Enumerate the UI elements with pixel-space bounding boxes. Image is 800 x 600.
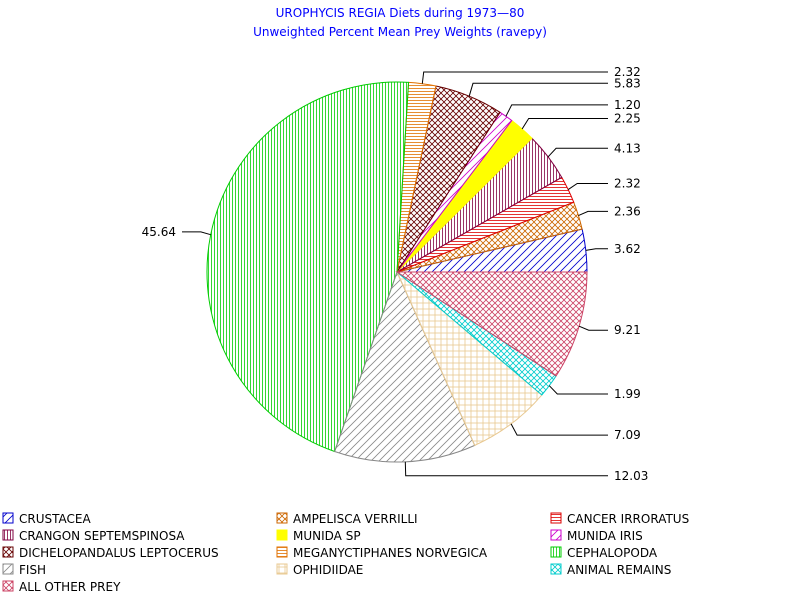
- legend-item-munida-iris: MUNIDA IRIS: [550, 529, 643, 543]
- leader-line-dichelopandalus-leptocerus: [468, 82, 608, 97]
- legend-swatch-crangon-septemspinosa: [2, 529, 14, 541]
- leader-line-munida-iris: [505, 104, 608, 117]
- data-label-animal-remains: 1.99: [614, 387, 641, 401]
- leader-line-ophidiidae: [510, 423, 608, 436]
- data-label-all-other-prey: 9.21: [614, 323, 641, 337]
- legend-item-crustacea: CRUSTACEA: [2, 512, 91, 526]
- legend-swatch-all-other-prey: [2, 580, 14, 592]
- legend-label-crustacea: CRUSTACEA: [19, 512, 91, 526]
- legend-item-ophidiidae: OPHIDIIDAE: [276, 563, 363, 577]
- leader-line-ampelisca-verrilli: [578, 210, 608, 217]
- data-label-dichelopandalus-leptocerus: 5.83: [614, 76, 641, 90]
- legend-swatch-crustacea: [2, 512, 14, 524]
- legend-swatch-ampelisca-verrilli: [276, 512, 288, 524]
- legend-label-animal-remains: ANIMAL REMAINS: [567, 563, 671, 577]
- legend-item-cephalopoda: CEPHALOPODA: [550, 546, 658, 560]
- data-label-fish: 12.03: [614, 469, 648, 483]
- data-label-meganyctiphanes-norvegica: 2.32: [614, 65, 641, 79]
- legend-label-ampelisca-verrilli: AMPELISCA VERRILLI: [293, 512, 418, 526]
- legend-label-crangon-septemspinosa: CRANGON SEPTEMSPINOSA: [19, 529, 185, 543]
- legend-item-meganyctiphanes-norvegica: MEGANYCTIPHANES NORVEGICA: [276, 546, 488, 560]
- data-label-cancer-irroratus: 2.32: [614, 177, 641, 191]
- legend-label-fish: FISH: [19, 563, 46, 577]
- legend-label-cephalopoda: CEPHALOPODA: [567, 546, 658, 560]
- leader-line-fish: [404, 461, 608, 477]
- leader-line-cancer-irroratus: [567, 183, 608, 191]
- legend-item-crangon-septemspinosa: CRANGON SEPTEMSPINOSA: [2, 529, 185, 543]
- chart-title: UROPHYCIS REGIA Diets during 1973—80: [276, 6, 525, 20]
- legend-item-dichelopandalus-leptocerus: DICHELOPANDALUS LEPTOCERUS: [2, 546, 219, 560]
- legend-label-munida-sp: MUNIDA SP: [293, 529, 361, 543]
- data-label-ophidiidae: 7.09: [614, 428, 641, 442]
- pie-slice-fish: [333, 270, 476, 463]
- legend-item-munida-sp: MUNIDA SP: [276, 529, 361, 543]
- legend-swatch-munida-iris: [550, 529, 562, 541]
- data-label-munida-iris: 1.20: [614, 98, 641, 112]
- legend-label-meganyctiphanes-norvegica: MEGANYCTIPHANES NORVEGICA: [293, 546, 488, 560]
- leader-line-crustacea: [585, 248, 608, 251]
- leader-line-animal-remains: [548, 385, 608, 395]
- legend-swatch-munida-sp: [276, 529, 288, 541]
- data-label-crangon-septemspinosa: 4.13: [614, 141, 641, 155]
- legend-item-ampelisca-verrilli: AMPELISCA VERRILLI: [276, 512, 418, 526]
- data-label-ampelisca-verrilli: 2.36: [614, 204, 641, 218]
- legend-label-ophidiidae: OPHIDIIDAE: [293, 563, 363, 577]
- leader-line-crangon-septemspinosa: [547, 147, 608, 158]
- leader-line-meganyctiphanes-norvegica: [421, 71, 608, 84]
- legend-label-munida-iris: MUNIDA IRIS: [567, 529, 643, 543]
- chart-subtitle: Unweighted Percent Mean Prey Weights (ra…: [253, 25, 547, 39]
- legend-swatch-fish: [2, 563, 14, 575]
- legend-swatch-animal-remains: [550, 563, 562, 575]
- legend-label-all-other-prey: ALL OTHER PREY: [19, 580, 121, 594]
- data-label-munida-sp: 2.25: [614, 112, 641, 126]
- legend-item-all-other-prey: ALL OTHER PREY: [2, 580, 121, 594]
- leader-line-munida-sp: [521, 118, 608, 130]
- pie-labels: 3.622.362.324.132.251.205.832.3245.6412.…: [142, 65, 649, 483]
- legend-swatch-meganyctiphanes-norvegica: [276, 546, 288, 558]
- legend: CRUSTACEA AMPELISCA VERRILLI CANCER IRRORA…: [2, 512, 689, 594]
- legend-swatch-ophidiidae: [276, 563, 288, 575]
- data-label-cephalopoda: 45.64: [142, 225, 176, 239]
- legend-label-dichelopandalus-leptocerus: DICHELOPANDALUS LEPTOCERUS: [19, 546, 219, 560]
- data-label-crustacea: 3.62: [614, 242, 641, 256]
- legend-swatch-cephalopoda: [550, 546, 562, 558]
- legend-item-animal-remains: ANIMAL REMAINS: [550, 563, 671, 577]
- legend-swatch-dichelopandalus-leptocerus: [2, 546, 14, 558]
- leader-line-all-other-prey: [578, 325, 608, 331]
- legend-item-fish: FISH: [2, 563, 46, 577]
- legend-item-cancer-irroratus: CANCER IRRORATUS: [550, 512, 689, 526]
- pie-slices: [206, 81, 588, 463]
- leader-line-cephalopoda: [182, 231, 211, 236]
- legend-swatch-cancer-irroratus: [550, 512, 562, 524]
- legend-label-cancer-irroratus: CANCER IRRORATUS: [567, 512, 689, 526]
